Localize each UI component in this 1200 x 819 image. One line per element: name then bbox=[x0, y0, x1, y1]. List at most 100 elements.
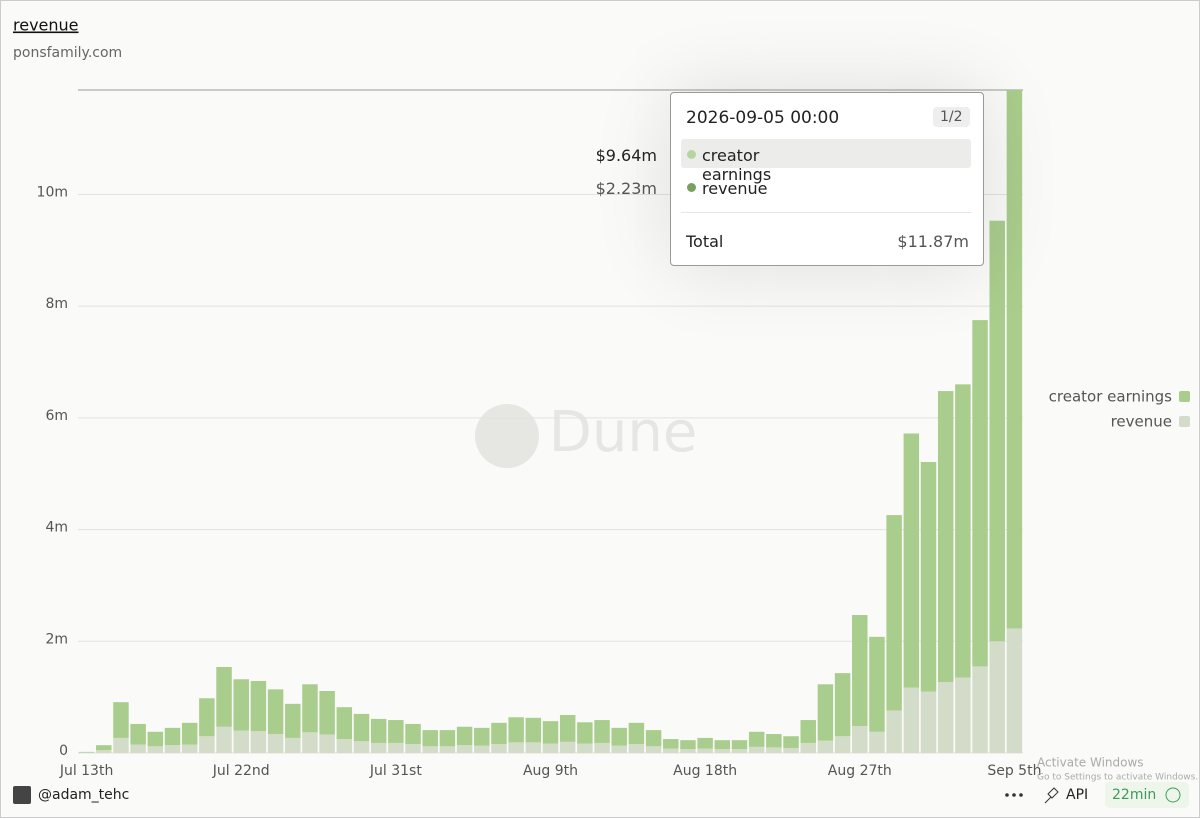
bar bbox=[233, 679, 249, 731]
api-icon[interactable] bbox=[1044, 787, 1059, 804]
bar bbox=[628, 722, 645, 745]
bar bbox=[852, 726, 868, 753]
bar bbox=[422, 746, 438, 753]
bar bbox=[783, 747, 799, 753]
x-tick-label: Sep 5th bbox=[987, 763, 1041, 779]
menu-dot[interactable] bbox=[1012, 793, 1016, 797]
legend-swatch bbox=[1179, 391, 1190, 402]
bar bbox=[96, 750, 112, 753]
tooltip-total: $11.87m bbox=[897, 232, 969, 251]
bar bbox=[250, 731, 267, 753]
avatar[interactable] bbox=[13, 786, 31, 804]
bar bbox=[181, 744, 198, 753]
bar bbox=[645, 746, 662, 753]
bar bbox=[748, 746, 765, 753]
bar bbox=[456, 745, 473, 753]
bar bbox=[130, 744, 146, 753]
bar bbox=[199, 736, 215, 753]
bar bbox=[508, 717, 524, 743]
bar bbox=[370, 742, 387, 753]
bar bbox=[800, 720, 816, 743]
bar bbox=[113, 702, 129, 738]
bar bbox=[216, 666, 232, 727]
bar bbox=[731, 740, 748, 750]
bar bbox=[611, 745, 627, 753]
author[interactable]: @adam_tehc bbox=[38, 787, 129, 803]
menu-dot[interactable] bbox=[1005, 793, 1009, 797]
bar bbox=[800, 742, 816, 753]
bar bbox=[164, 745, 181, 753]
bar bbox=[199, 698, 215, 737]
bar bbox=[680, 749, 696, 753]
bar bbox=[336, 707, 353, 740]
tooltip-value: $2.23m bbox=[595, 179, 657, 198]
menu-dot[interactable] bbox=[1019, 793, 1023, 797]
bar bbox=[78, 752, 95, 753]
y-tick-label: 10m bbox=[37, 184, 68, 200]
bar bbox=[370, 718, 387, 743]
bar bbox=[817, 684, 834, 741]
bar bbox=[181, 722, 198, 745]
bar bbox=[474, 727, 490, 746]
bar bbox=[388, 720, 404, 743]
bar bbox=[577, 743, 593, 753]
bar bbox=[525, 717, 542, 743]
bar bbox=[353, 713, 370, 742]
bar bbox=[663, 748, 679, 753]
bar bbox=[594, 742, 610, 753]
api-link[interactable]: API bbox=[1066, 787, 1088, 803]
bar bbox=[972, 320, 988, 667]
bar bbox=[267, 689, 284, 735]
y-tick-label: 0 bbox=[59, 743, 68, 759]
bar bbox=[388, 742, 404, 753]
tooltip-date: 2026-09-05 00:00 bbox=[686, 108, 840, 128]
x-tick-label: Aug 27th bbox=[828, 763, 892, 779]
tooltip-dot bbox=[687, 150, 696, 159]
bar bbox=[439, 746, 456, 753]
bar bbox=[766, 747, 782, 753]
bar bbox=[147, 731, 164, 747]
bar bbox=[336, 739, 353, 753]
x-tick-label: Jul 13th bbox=[59, 763, 114, 779]
bar bbox=[645, 730, 662, 747]
bar bbox=[353, 741, 370, 753]
bar bbox=[680, 740, 696, 750]
watermark-logo bbox=[475, 404, 539, 468]
bar bbox=[147, 746, 164, 753]
bar bbox=[577, 722, 593, 744]
bar bbox=[989, 220, 1005, 642]
bar bbox=[302, 732, 318, 753]
x-tick-label: Jul 31st bbox=[369, 763, 422, 779]
bar bbox=[663, 739, 679, 749]
x-tick-label: Jul 22nd bbox=[212, 763, 270, 779]
tooltip-page[interactable]: 1/2 bbox=[933, 107, 970, 127]
bar bbox=[491, 744, 507, 753]
bar bbox=[319, 691, 335, 735]
overlay-title: Activate Windows bbox=[1037, 756, 1144, 770]
bar bbox=[319, 734, 335, 753]
bar bbox=[714, 740, 731, 750]
bar bbox=[766, 734, 782, 748]
bar bbox=[886, 710, 902, 753]
bar bbox=[852, 615, 868, 727]
bar bbox=[937, 391, 954, 683]
bar bbox=[285, 703, 301, 738]
y-tick-label: 4m bbox=[45, 520, 68, 536]
age-badge bbox=[1105, 782, 1189, 808]
tooltip-dot bbox=[687, 183, 696, 192]
bar bbox=[920, 691, 937, 753]
bar bbox=[525, 742, 542, 753]
bar bbox=[972, 666, 988, 753]
bar bbox=[834, 736, 851, 753]
bar bbox=[594, 720, 610, 743]
bar bbox=[783, 736, 799, 748]
bar bbox=[78, 751, 95, 753]
bar bbox=[233, 730, 249, 753]
chart-title[interactable]: revenue bbox=[13, 16, 79, 35]
bar bbox=[955, 384, 971, 678]
bar bbox=[937, 682, 954, 753]
y-tick-label: 6m bbox=[45, 408, 68, 424]
bar bbox=[405, 744, 421, 753]
bar bbox=[113, 737, 129, 753]
